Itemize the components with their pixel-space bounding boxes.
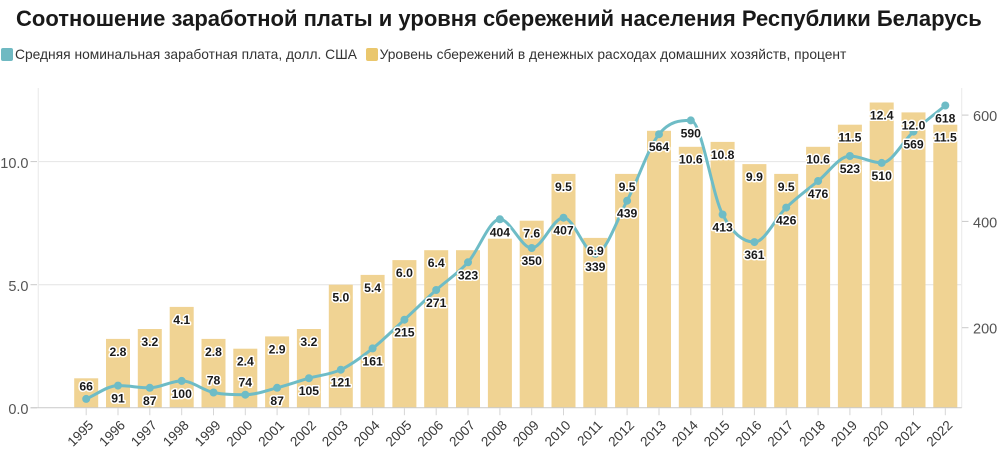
svg-text:510: 510 bbox=[872, 169, 893, 183]
svg-text:2.9: 2.9 bbox=[269, 342, 286, 356]
svg-text:426: 426 bbox=[776, 214, 797, 228]
svg-text:407: 407 bbox=[553, 224, 574, 238]
svg-text:476: 476 bbox=[808, 187, 829, 201]
svg-text:271: 271 bbox=[426, 296, 447, 310]
svg-text:0.0: 0.0 bbox=[8, 402, 28, 418]
svg-text:2020: 2020 bbox=[860, 418, 892, 450]
svg-text:78: 78 bbox=[207, 373, 221, 387]
svg-text:2005: 2005 bbox=[383, 418, 415, 450]
svg-text:2.8: 2.8 bbox=[205, 345, 222, 359]
svg-text:6.9: 6.9 bbox=[587, 244, 604, 258]
svg-text:2007: 2007 bbox=[446, 418, 478, 450]
svg-text:404: 404 bbox=[490, 225, 511, 239]
svg-text:74: 74 bbox=[239, 376, 253, 390]
svg-text:10.6: 10.6 bbox=[679, 153, 703, 167]
svg-text:5.0: 5.0 bbox=[332, 291, 349, 305]
svg-text:100: 100 bbox=[172, 387, 193, 401]
svg-text:2014: 2014 bbox=[669, 417, 701, 449]
svg-text:200: 200 bbox=[973, 322, 997, 338]
svg-text:12.0: 12.0 bbox=[902, 118, 926, 132]
svg-text:9.9: 9.9 bbox=[746, 170, 763, 184]
svg-text:6.0: 6.0 bbox=[396, 266, 413, 280]
svg-text:413: 413 bbox=[712, 221, 733, 235]
svg-text:7.6: 7.6 bbox=[523, 227, 540, 241]
svg-text:339: 339 bbox=[585, 260, 606, 274]
svg-text:12.4: 12.4 bbox=[870, 108, 894, 122]
svg-text:215: 215 bbox=[394, 326, 415, 340]
svg-text:2018: 2018 bbox=[796, 418, 828, 450]
svg-text:2010: 2010 bbox=[542, 418, 574, 450]
svg-text:121: 121 bbox=[331, 376, 352, 390]
svg-text:2002: 2002 bbox=[287, 418, 319, 450]
svg-text:161: 161 bbox=[362, 354, 383, 368]
svg-text:1997: 1997 bbox=[128, 418, 160, 450]
svg-text:323: 323 bbox=[458, 268, 479, 282]
svg-text:2012: 2012 bbox=[605, 418, 637, 450]
svg-text:2003: 2003 bbox=[319, 418, 351, 450]
svg-text:2011: 2011 bbox=[574, 418, 605, 449]
svg-text:564: 564 bbox=[649, 140, 670, 154]
svg-text:2.8: 2.8 bbox=[110, 345, 127, 359]
svg-text:10.8: 10.8 bbox=[711, 148, 735, 162]
svg-text:2015: 2015 bbox=[701, 418, 733, 450]
svg-text:9.5: 9.5 bbox=[778, 180, 795, 194]
svg-text:2004: 2004 bbox=[351, 417, 383, 449]
svg-text:2022: 2022 bbox=[924, 418, 956, 450]
svg-text:569: 569 bbox=[903, 138, 924, 152]
svg-text:2.4: 2.4 bbox=[237, 355, 254, 369]
svg-text:2008: 2008 bbox=[478, 418, 510, 450]
svg-text:11.5: 11.5 bbox=[934, 131, 957, 145]
svg-text:361: 361 bbox=[744, 248, 765, 262]
svg-text:3.2: 3.2 bbox=[300, 335, 317, 349]
svg-text:1998: 1998 bbox=[160, 418, 192, 450]
svg-text:1995: 1995 bbox=[64, 418, 96, 450]
svg-text:2009: 2009 bbox=[510, 418, 542, 450]
svg-text:3.2: 3.2 bbox=[141, 335, 158, 349]
svg-text:2016: 2016 bbox=[733, 418, 765, 450]
svg-text:5.0: 5.0 bbox=[8, 279, 28, 295]
svg-text:439: 439 bbox=[617, 207, 638, 221]
svg-text:600: 600 bbox=[973, 109, 997, 125]
svg-text:350: 350 bbox=[522, 254, 543, 268]
svg-text:87: 87 bbox=[270, 394, 284, 408]
svg-text:2013: 2013 bbox=[637, 418, 669, 450]
svg-text:6.4: 6.4 bbox=[428, 256, 445, 270]
svg-text:10.0: 10.0 bbox=[0, 156, 28, 172]
svg-text:2017: 2017 bbox=[764, 418, 796, 450]
svg-text:91: 91 bbox=[111, 392, 125, 406]
svg-text:1996: 1996 bbox=[96, 418, 128, 450]
svg-text:2021: 2021 bbox=[892, 418, 924, 450]
svg-text:618: 618 bbox=[935, 112, 956, 126]
svg-text:2019: 2019 bbox=[828, 418, 860, 450]
svg-text:11.5: 11.5 bbox=[838, 131, 861, 145]
svg-text:2000: 2000 bbox=[224, 418, 256, 450]
svg-text:2001: 2001 bbox=[255, 418, 287, 450]
svg-text:87: 87 bbox=[143, 394, 157, 408]
svg-text:400: 400 bbox=[973, 215, 997, 231]
svg-text:105: 105 bbox=[299, 384, 320, 398]
svg-text:9.5: 9.5 bbox=[619, 180, 636, 194]
svg-text:10.6: 10.6 bbox=[806, 153, 830, 167]
svg-text:4.1: 4.1 bbox=[173, 313, 190, 327]
svg-text:523: 523 bbox=[840, 162, 861, 176]
svg-text:2006: 2006 bbox=[414, 418, 446, 450]
svg-text:9.5: 9.5 bbox=[555, 180, 572, 194]
svg-text:66: 66 bbox=[79, 380, 93, 394]
svg-text:5.4: 5.4 bbox=[364, 281, 381, 295]
svg-text:590: 590 bbox=[681, 126, 702, 140]
svg-text:1999: 1999 bbox=[192, 418, 224, 450]
